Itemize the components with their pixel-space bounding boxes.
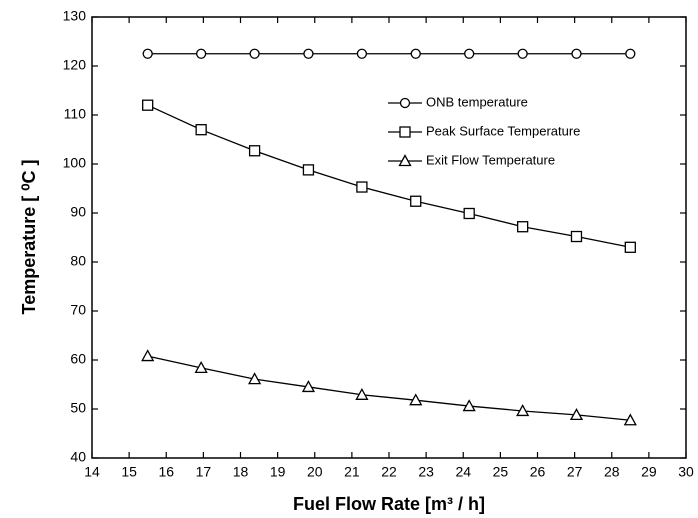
data-point [248,372,262,385]
data-point [249,48,260,59]
x-tick-label: 30 [678,464,694,480]
data-point [517,221,529,233]
x-tick-label: 15 [121,464,137,480]
data-point [464,48,475,59]
y-tick-label: 110 [64,106,87,122]
legend-marker [399,126,411,138]
y-axis-title: Temperature [ ⁰C ] [19,160,39,315]
x-tick-label: 14 [84,464,100,480]
y-tick-label: 70 [70,302,86,318]
data-point [624,241,636,253]
legend-label: ONB temperature [426,94,528,109]
data-point [570,230,583,243]
data-point [463,207,475,220]
data-point [302,164,315,176]
x-tick-label: 29 [641,464,657,480]
data-point [142,99,154,111]
data-point [410,195,422,207]
y-tick-label: 80 [70,253,86,269]
data-point [356,181,368,193]
x-tick-label: 20 [307,464,323,480]
y-tick-label: 50 [70,400,86,416]
x-tick-label: 22 [381,464,397,480]
data-point [623,413,637,426]
series-line [147,355,631,421]
x-tick-label: 28 [604,464,620,480]
y-tick-label: 130 [63,8,87,24]
data-point [356,48,368,59]
legend-label: Exit Flow Temperature [426,152,555,167]
x-tick-label: 18 [233,464,249,480]
legend-marker [399,97,411,109]
y-tick-label: 100 [63,155,87,171]
x-axis-title: Fuel Flow Rate [m³ / h] [293,494,485,514]
legend-marker [398,154,412,167]
x-tick-label: 25 [493,464,509,480]
data-point [625,48,636,59]
data-point [517,48,528,59]
y-tick-label: 60 [70,351,86,367]
y-tick-label: 120 [63,57,87,73]
legend-label: Peak Surface Temperature [426,123,580,138]
data-point [195,48,207,59]
data-point [410,48,421,59]
data-point [195,124,207,136]
plot-frame [91,16,687,459]
data-point [142,48,153,59]
data-point [571,48,582,59]
y-tick-label: 90 [70,204,86,220]
data-point [355,387,369,400]
data-point [409,393,423,406]
data-point [462,399,476,412]
x-tick-label: 24 [455,464,471,480]
data-point [569,408,584,421]
data-point [141,349,155,362]
x-tick-label: 19 [270,464,286,480]
y-tick-label: 40 [70,449,86,465]
x-tick-label: 16 [158,464,174,480]
data-point [301,380,316,393]
data-point [303,48,314,59]
data-point [516,404,530,417]
series-line [147,104,631,248]
data-point [194,360,208,373]
x-tick-label: 17 [196,464,212,480]
x-tick-label: 26 [530,464,546,480]
x-tick-label: 23 [418,464,434,480]
x-tick-label: 21 [344,464,360,480]
x-tick-label: 27 [567,464,583,480]
data-point [248,145,261,157]
